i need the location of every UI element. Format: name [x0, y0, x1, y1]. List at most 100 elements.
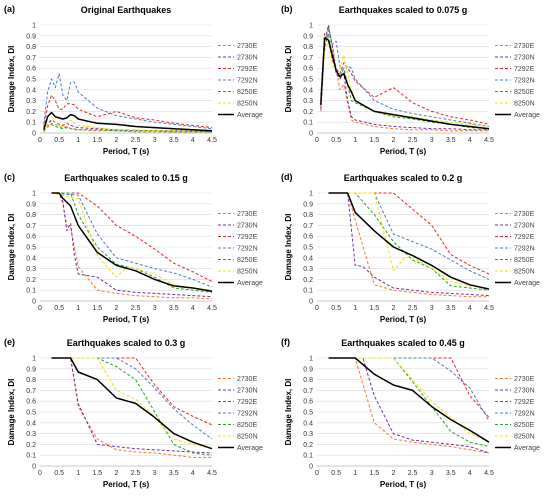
legend-entry: 7292E	[237, 234, 258, 241]
series-line-2730e	[328, 357, 490, 454]
series-line-8250e	[51, 192, 213, 293]
legend-entry: Average	[237, 445, 263, 452]
legend-entry: 2730N	[514, 55, 535, 62]
x-tick-label: 3.5	[169, 470, 179, 477]
x-tick-label: 3	[153, 470, 157, 477]
series-line-8250n	[43, 116, 212, 132]
x-tick-label: 3	[430, 305, 434, 312]
series-line-8250n	[51, 357, 213, 450]
x-tick-label: 3.5	[446, 470, 456, 477]
y-tick-label: 0.3	[26, 266, 36, 273]
series-line-2730e	[51, 357, 212, 458]
x-tick-label: 0	[315, 470, 319, 477]
y-tick-label: 0.9	[26, 366, 36, 373]
legend-entry: 2730E	[237, 376, 258, 383]
y-axis-label: Damage Index, DI	[284, 214, 293, 281]
legend-entry: 7292N	[237, 78, 258, 85]
y-tick-label: 0.7	[303, 388, 313, 395]
y-tick-label: 0.2	[303, 277, 313, 284]
legend-entry: 7292N	[514, 78, 535, 85]
x-tick-label: 1.5	[92, 470, 102, 477]
x-tick-label: 0.5	[331, 137, 341, 144]
y-tick-label: 0.4	[26, 420, 36, 427]
series-line-average	[51, 357, 213, 450]
legend-entry: Average	[514, 445, 540, 452]
y-tick-label: 0	[32, 131, 36, 138]
legend-entry: 2730E	[237, 211, 258, 218]
y-tick-label: 0	[32, 464, 36, 471]
y-tick-label: 0.8	[303, 377, 313, 384]
legend-entry: 7292N	[237, 246, 258, 253]
y-tick-label: 0.7	[303, 55, 313, 62]
y-tick-label: 0.3	[303, 266, 313, 273]
chart-panel: (d) Earthquakes scaled to 0.2 g 0 0.1 0.2 0.3…	[281, 172, 540, 324]
x-tick-label: 3	[430, 470, 434, 477]
legend-entry: 8250N	[237, 269, 258, 276]
series-line-8250n	[51, 192, 213, 291]
panel-letter: (b)	[281, 4, 293, 14]
y-tick-label: 0.1	[303, 288, 313, 295]
y-tick-label: 1	[309, 191, 313, 198]
y-tick-label: 0.3	[303, 431, 313, 438]
x-axis-label: Period, T (s)	[380, 147, 427, 156]
chart-title: Original Earthquakes	[81, 5, 172, 15]
y-tick-label: 0.9	[303, 33, 313, 40]
y-tick-label: 0.4	[26, 255, 36, 262]
x-tick-label: 1	[76, 137, 80, 144]
y-tick-label: 0.5	[26, 245, 36, 252]
legend-entry: 8250N	[237, 101, 258, 108]
legend-entry: 7292E	[514, 66, 535, 73]
panel-letter: (d)	[281, 172, 293, 182]
x-axis-label: Period, T (s)	[103, 315, 150, 324]
x-tick-label: 2	[391, 470, 395, 477]
y-tick-label: 0.6	[303, 399, 313, 406]
y-tick-label: 0.1	[26, 120, 36, 127]
x-tick-label: 4	[468, 470, 472, 477]
y-tick-label: 0.4	[303, 255, 313, 262]
y-tick-label: 0.8	[26, 377, 36, 384]
x-tick-label: 2	[114, 137, 118, 144]
x-tick-label: 3.5	[446, 305, 456, 312]
series-line-7292e	[328, 192, 490, 275]
y-tick-label: 0.8	[303, 212, 313, 219]
series-line-7292n	[51, 357, 213, 440]
legend-entry: Average	[237, 112, 263, 119]
legend-entry: 7292N	[514, 411, 535, 418]
legend-entry: 7292N	[514, 246, 535, 253]
x-axis-label: Period, T (s)	[380, 480, 427, 489]
series-line-7292n	[51, 192, 213, 288]
x-tick-label: 4	[468, 305, 472, 312]
x-tick-label: 1	[76, 305, 80, 312]
legend-entry: 7292N	[237, 411, 258, 418]
x-tick-label: 4.5	[207, 305, 217, 312]
series-line-2730n	[328, 357, 490, 454]
chart-panel: (f) Earthquakes scaled to 0.45 g 0 0.1 0.2 0.…	[281, 337, 540, 489]
x-tick-label: 0.5	[331, 305, 341, 312]
y-axis-label: Damage Index, DI	[7, 379, 16, 446]
legend-entry: 2730N	[237, 388, 258, 395]
chart-panel: (a) Original Earthquakes 0 0.1 0.2 0.3 0.4 0.5 0…	[4, 4, 263, 156]
y-tick-label: 0.2	[26, 109, 36, 116]
y-axis-label: Damage Index, DI	[7, 46, 16, 113]
x-tick-label: 4.5	[207, 470, 217, 477]
x-tick-label: 0.5	[54, 470, 64, 477]
legend-entry: 2730E	[514, 376, 535, 383]
x-tick-label: 0	[38, 137, 42, 144]
x-tick-label: 1.5	[369, 305, 379, 312]
series-line-7292n	[43, 73, 213, 130]
y-tick-label: 1	[32, 191, 36, 198]
y-tick-label: 0.6	[303, 66, 313, 73]
series-line-2730n	[328, 192, 490, 297]
y-tick-label: 0.4	[303, 420, 313, 427]
series-line-8250n	[328, 192, 490, 289]
x-tick-label: 3	[430, 137, 434, 144]
y-tick-label: 0.7	[26, 223, 36, 230]
y-tick-label: 0.6	[26, 399, 36, 406]
y-tick-label: 0.1	[303, 120, 313, 127]
x-tick-label: 4.5	[484, 137, 494, 144]
x-tick-label: 0	[315, 137, 319, 144]
y-tick-label: 0.8	[26, 212, 36, 219]
y-tick-label: 0.5	[303, 77, 313, 84]
chart-title: Earthquakes scaled to 0.3 g	[67, 338, 186, 348]
